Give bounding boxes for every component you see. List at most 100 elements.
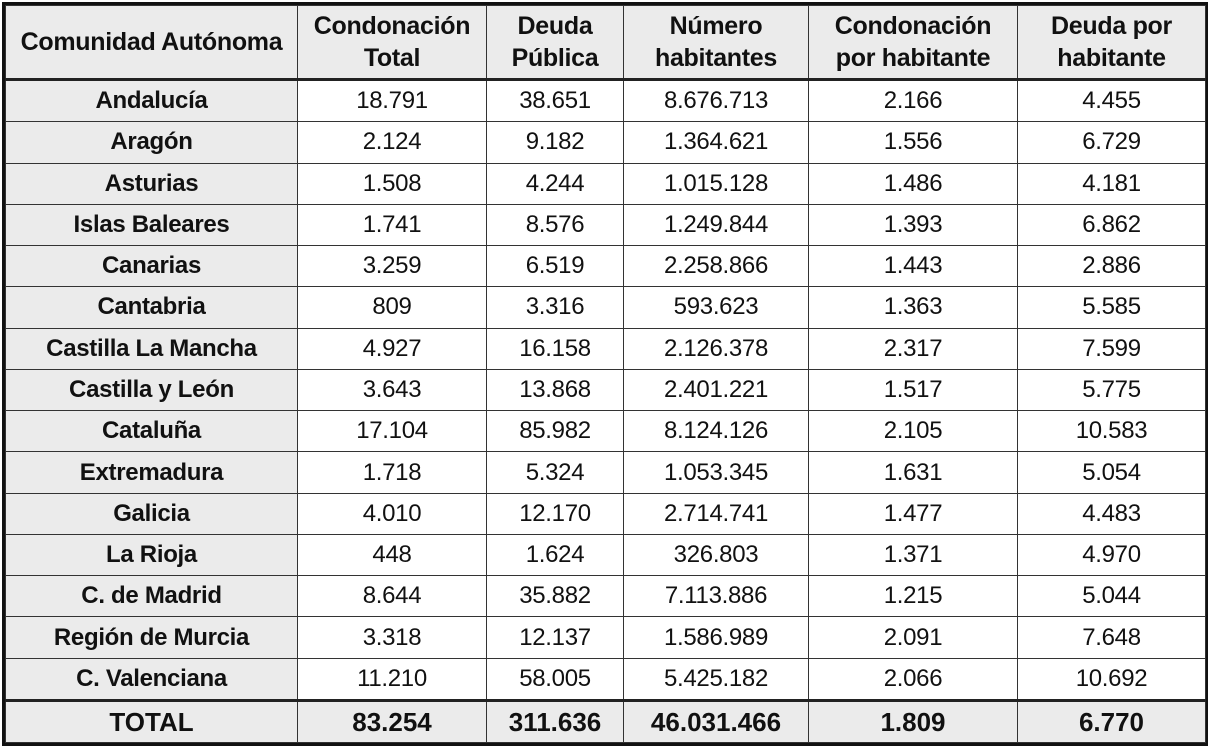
condonacion-por-habitante-cell: 1.517 — [808, 368, 1018, 412]
condonacion-total-cell: 1.508 — [297, 162, 487, 205]
habitantes-cell: 593.623 — [623, 286, 809, 329]
condonacion-por-habitante-cell: 1.443 — [808, 245, 1018, 288]
deuda-publica-cell: 8.576 — [486, 203, 624, 247]
total-condonacion: 83.254 — [297, 699, 487, 743]
condonacion-total-cell: 17.104 — [297, 410, 487, 453]
condonacion-total-cell: 11.210 — [297, 657, 487, 702]
deuda-por-habitante-cell: 10.583 — [1017, 410, 1206, 453]
total-habitantes: 46.031.466 — [623, 699, 809, 743]
habitantes-cell: 1.015.128 — [623, 162, 809, 205]
region-name-cell: Galicia — [5, 492, 298, 535]
header-deuda-publica: Deuda Pública — [486, 5, 624, 81]
table-row: Aragón 2.124 9.182 1.364.621 1.556 6.729 — [5, 121, 1206, 164]
table-row: Castilla y León 3.643 13.868 2.401.221 1.517… — [5, 368, 1206, 412]
data-table-frame: Comunidad Autónoma Condonación Total Deuda… — [2, 2, 1208, 746]
condonacion-por-habitante-cell: 1.477 — [808, 492, 1018, 535]
condonacion-total-cell: 3.318 — [297, 616, 487, 659]
region-name-cell: La Rioja — [5, 533, 298, 577]
condonacion-por-habitante-cell: 2.066 — [808, 657, 1018, 702]
total-deuda-publica: 311.636 — [486, 699, 624, 743]
region-name-cell: Canarias — [5, 245, 298, 288]
habitantes-cell: 2.401.221 — [623, 368, 809, 412]
table-footer: TOTAL 83.254 311.636 46.031.466 1.809 6.770 — [5, 699, 1206, 743]
deuda-por-habitante-cell: 4.483 — [1017, 492, 1206, 535]
region-name-cell: Castilla La Mancha — [5, 327, 298, 370]
region-name-cell: Andalucía — [5, 78, 298, 123]
deuda-por-habitante-cell: 6.862 — [1017, 203, 1206, 247]
deuda-por-habitante-cell: 5.585 — [1017, 286, 1206, 329]
table-body: Andalucía 18.791 38.651 8.676.713 2.166 4.455… — [5, 78, 1206, 702]
condonacion-total-cell: 809 — [297, 286, 487, 329]
total-condonacion-por-habitante: 1.809 — [808, 699, 1018, 743]
deuda-por-habitante-cell: 5.044 — [1017, 575, 1206, 618]
condonacion-por-habitante-cell: 1.215 — [808, 575, 1018, 618]
deuda-publica-cell: 12.137 — [486, 616, 624, 659]
region-name-cell: Asturias — [5, 162, 298, 205]
table-row: Extremadura 1.718 5.324 1.053.345 1.631 5.054 — [5, 451, 1206, 494]
deuda-por-habitante-cell: 10.692 — [1017, 657, 1206, 702]
habitantes-cell: 1.249.844 — [623, 203, 809, 247]
table-row: Cataluña 17.104 85.982 8.124.126 2.105 10.583 — [5, 410, 1206, 453]
deuda-publica-cell: 16.158 — [486, 327, 624, 370]
region-name-cell: Islas Baleares — [5, 203, 298, 247]
deuda-publica-cell: 35.882 — [486, 575, 624, 618]
table-row: C. de Madrid 8.644 35.882 7.113.886 1.215 5.0… — [5, 575, 1206, 618]
condonacion-total-cell: 448 — [297, 533, 487, 577]
habitantes-cell: 1.586.989 — [623, 616, 809, 659]
deuda-publica-cell: 58.005 — [486, 657, 624, 702]
deuda-por-habitante-cell: 4.181 — [1017, 162, 1206, 205]
deuda-publica-cell: 9.182 — [486, 121, 624, 164]
deuda-publica-cell: 38.651 — [486, 78, 624, 123]
condonacion-por-habitante-cell: 1.631 — [808, 451, 1018, 494]
region-name-cell: C. Valenciana — [5, 657, 298, 702]
deuda-por-habitante-cell: 5.775 — [1017, 368, 1206, 412]
habitantes-cell: 1.364.621 — [623, 121, 809, 164]
region-name-cell: Aragón — [5, 121, 298, 164]
deuda-por-habitante-cell: 4.970 — [1017, 533, 1206, 577]
table-row: Galicia 4.010 12.170 2.714.741 1.477 4.483 — [5, 492, 1206, 535]
condonacion-por-habitante-cell: 1.393 — [808, 203, 1018, 247]
condonacion-total-cell: 1.718 — [297, 451, 487, 494]
habitantes-cell: 2.714.741 — [623, 492, 809, 535]
deuda-publica-cell: 12.170 — [486, 492, 624, 535]
table-row: Andalucía 18.791 38.651 8.676.713 2.166 4.455 — [5, 78, 1206, 123]
condonacion-por-habitante-cell: 1.371 — [808, 533, 1018, 577]
condonacion-total-cell: 4.010 — [297, 492, 487, 535]
header-row: Comunidad Autónoma Condonación Total Deuda… — [5, 5, 1206, 81]
condonacion-total-cell: 8.644 — [297, 575, 487, 618]
condonacion-total-cell: 3.643 — [297, 368, 487, 412]
habitantes-cell: 8.124.126 — [623, 410, 809, 453]
table-row: Castilla La Mancha 4.927 16.158 2.126.378 2.… — [5, 327, 1206, 370]
habitantes-cell: 8.676.713 — [623, 78, 809, 123]
habitantes-cell: 1.053.345 — [623, 451, 809, 494]
header-numero-habitantes: Número habitantes — [623, 5, 809, 81]
condonacion-total-cell: 18.791 — [297, 78, 487, 123]
table-row: Asturias 1.508 4.244 1.015.128 1.486 4.181 — [5, 162, 1206, 205]
condonacion-total-cell: 4.927 — [297, 327, 487, 370]
condonacion-por-habitante-cell: 2.105 — [808, 410, 1018, 453]
habitantes-cell: 326.803 — [623, 533, 809, 577]
total-label: TOTAL — [5, 699, 298, 743]
deuda-publica-cell: 4.244 — [486, 162, 624, 205]
condonacion-por-habitante-cell: 2.091 — [808, 616, 1018, 659]
habitantes-cell: 2.258.866 — [623, 245, 809, 288]
table-row: Cantabria 809 3.316 593.623 1.363 5.585 — [5, 286, 1206, 329]
table-row: Islas Baleares 1.741 8.576 1.249.844 1.393 6.… — [5, 203, 1206, 247]
total-deuda-por-habitante: 6.770 — [1017, 699, 1206, 743]
region-name-cell: Extremadura — [5, 451, 298, 494]
deuda-por-habitante-cell: 7.599 — [1017, 327, 1206, 370]
header-deuda-por-habitante: Deuda por habitante — [1017, 5, 1206, 81]
table-row: La Rioja 448 1.624 326.803 1.371 4.970 — [5, 533, 1206, 577]
condonacion-por-habitante-cell: 2.166 — [808, 78, 1018, 123]
deuda-publica-cell: 5.324 — [486, 451, 624, 494]
condonacion-total-cell: 3.259 — [297, 245, 487, 288]
habitantes-cell: 5.425.182 — [623, 657, 809, 702]
table-row: Región de Murcia 3.318 12.137 1.586.989 2.09… — [5, 616, 1206, 659]
condonacion-por-habitante-cell: 2.317 — [808, 327, 1018, 370]
header-condonacion-total: Condonación Total — [297, 5, 487, 81]
region-name-cell: Cantabria — [5, 286, 298, 329]
total-row: TOTAL 83.254 311.636 46.031.466 1.809 6.770 — [5, 699, 1206, 743]
deuda-publica-cell: 6.519 — [486, 245, 624, 288]
condonacion-deuda-table: Comunidad Autónoma Condonación Total Deuda… — [5, 5, 1206, 743]
condonacion-por-habitante-cell: 1.363 — [808, 286, 1018, 329]
